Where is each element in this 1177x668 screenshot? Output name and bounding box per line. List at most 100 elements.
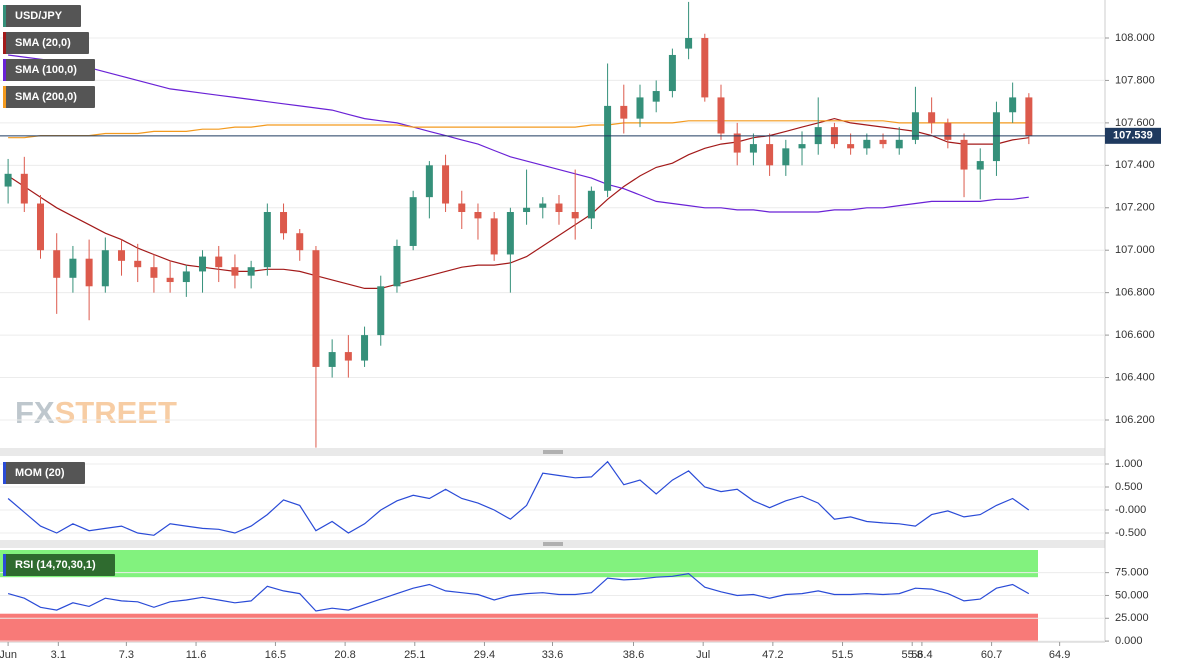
x-tick-label: 11.6 bbox=[186, 649, 207, 661]
y-tick-label: 107.800 bbox=[1115, 74, 1155, 86]
candle-body bbox=[263, 212, 271, 268]
candle-body bbox=[668, 54, 676, 92]
candle-body bbox=[53, 250, 61, 278]
candle-body bbox=[101, 250, 109, 287]
indicator-line bbox=[7, 572, 1030, 612]
y-tick-label: 107.200 bbox=[1115, 202, 1155, 214]
candle-body bbox=[409, 197, 417, 246]
x-tick-label: 25.1 bbox=[404, 649, 425, 661]
y-tick-label: -0.000 bbox=[1115, 504, 1146, 516]
candle-body bbox=[231, 267, 239, 276]
y-tick-label: 50.000 bbox=[1115, 589, 1149, 601]
legend-box bbox=[3, 5, 81, 27]
candle-body bbox=[555, 203, 563, 213]
legend-box bbox=[3, 554, 115, 576]
candle-body bbox=[620, 105, 628, 119]
candle-body bbox=[911, 112, 919, 140]
candle-body bbox=[944, 122, 952, 140]
legend-box bbox=[3, 32, 89, 54]
candle-body bbox=[490, 218, 498, 255]
plot: 106.200 106.400 106.600 106.800 107.000 107.2… bbox=[0, 1, 1161, 661]
candle-body bbox=[506, 212, 514, 255]
y-tick-label: 0.000 bbox=[1115, 635, 1143, 647]
panel-divider bbox=[0, 448, 1105, 456]
y-tick-label: 108.000 bbox=[1115, 32, 1155, 44]
x-tick-label: 20.8 bbox=[334, 649, 355, 661]
candle-body bbox=[571, 212, 579, 219]
resize-handle[interactable] bbox=[543, 450, 563, 546]
candle-body bbox=[377, 286, 385, 336]
legend-swatch bbox=[3, 462, 6, 484]
candle-body bbox=[733, 133, 741, 153]
x-tick-label: Jun bbox=[0, 649, 17, 661]
indicator-line bbox=[7, 460, 1030, 536]
sma-line bbox=[8, 54, 1029, 213]
candle-body bbox=[685, 37, 693, 49]
y-tick-label: 106.200 bbox=[1115, 414, 1155, 426]
x-tick-label: 29.4 bbox=[474, 649, 495, 661]
candle-body bbox=[344, 352, 352, 361]
candle-body bbox=[458, 203, 466, 213]
candle-body bbox=[118, 250, 126, 261]
x-tick-label: 7.3 bbox=[119, 649, 134, 661]
y-tick-label: 25.000 bbox=[1115, 612, 1149, 624]
y-tick-label: 106.800 bbox=[1115, 287, 1155, 299]
sma-line bbox=[8, 120, 1029, 139]
candle-body bbox=[361, 335, 369, 361]
candle-body bbox=[523, 207, 531, 213]
y-tick-label: 107.000 bbox=[1115, 244, 1155, 256]
x-tick-label: 64.9 bbox=[1049, 649, 1070, 661]
candle-body bbox=[1009, 97, 1017, 113]
candle-body bbox=[328, 352, 336, 367]
legend-swatch bbox=[3, 86, 6, 108]
candle-body bbox=[749, 144, 757, 153]
candle-body bbox=[1025, 97, 1033, 136]
candle-body bbox=[393, 245, 401, 287]
x-tick-label: Jul bbox=[696, 649, 710, 661]
legend-swatch bbox=[3, 5, 6, 27]
x-tick-label: 51.5 bbox=[832, 649, 853, 661]
candle-body bbox=[312, 250, 320, 367]
candle-body bbox=[4, 173, 12, 187]
candle-body bbox=[636, 97, 644, 119]
watermark-part: STREET bbox=[55, 395, 177, 430]
watermark: FXSTREET bbox=[15, 395, 177, 430]
candle-body bbox=[69, 258, 77, 278]
x-tick-label: 38.6 bbox=[623, 649, 644, 661]
candle-body bbox=[539, 203, 547, 208]
current-price-box bbox=[1105, 127, 1161, 144]
candle-body bbox=[652, 91, 660, 102]
candle-body bbox=[604, 105, 612, 191]
x-tick-label: 33.6 bbox=[542, 649, 563, 661]
candle-body bbox=[863, 139, 871, 149]
legend-box bbox=[3, 462, 85, 484]
candle-body bbox=[928, 112, 936, 123]
candle-body bbox=[150, 267, 158, 278]
panel-divider bbox=[0, 540, 1105, 548]
sma-line bbox=[7, 117, 1029, 289]
x-tick-label: 55.8 bbox=[901, 649, 922, 661]
legend-swatch bbox=[3, 32, 6, 54]
candle-body bbox=[199, 256, 207, 272]
candle-body bbox=[296, 233, 304, 251]
legend-label: SMA (200,0) bbox=[15, 91, 77, 103]
legend-label: SMA (20,0) bbox=[15, 37, 71, 49]
candle-body bbox=[701, 37, 709, 98]
candle-body bbox=[182, 271, 190, 283]
y-tick-label: 107.600 bbox=[1115, 117, 1155, 129]
y-tick-label: 1.000 bbox=[1115, 458, 1143, 470]
watermark-part: FX bbox=[15, 395, 55, 430]
candle-body bbox=[847, 144, 855, 149]
candle-body bbox=[247, 267, 255, 276]
candle-body bbox=[425, 165, 433, 198]
candle-body bbox=[587, 190, 595, 219]
y-tick-label: 106.600 bbox=[1115, 329, 1155, 341]
legend-label: USD/JPY bbox=[15, 10, 63, 22]
candle-body bbox=[134, 260, 142, 268]
candle-body bbox=[879, 139, 887, 145]
candle-body bbox=[474, 212, 482, 219]
legend-box bbox=[3, 86, 95, 108]
candle-body bbox=[717, 97, 725, 134]
candle-body bbox=[215, 256, 223, 268]
